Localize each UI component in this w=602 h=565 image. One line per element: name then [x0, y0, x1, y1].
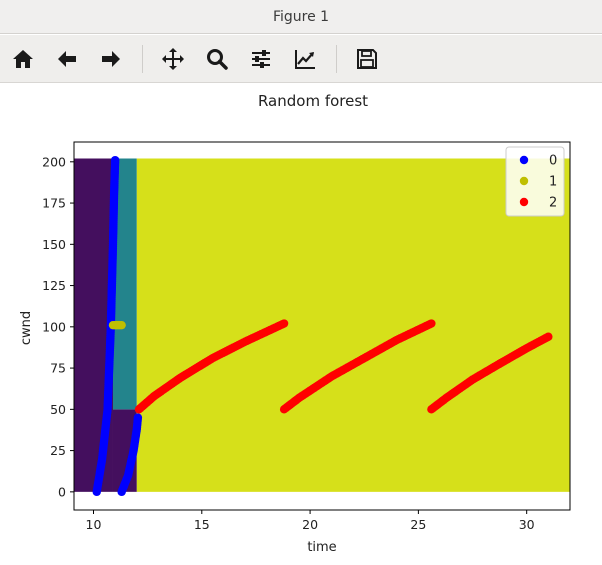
- window-title: Figure 1: [272, 8, 330, 25]
- arrow-left-icon: [58, 51, 76, 67]
- zoom-button[interactable]: [200, 43, 234, 75]
- pan-button[interactable]: [156, 43, 190, 75]
- edit-axis-button[interactable]: [288, 43, 322, 75]
- x-tick-label: 15: [194, 517, 210, 532]
- x-tick-label: 25: [410, 517, 426, 532]
- configure-subplots-button[interactable]: [244, 43, 278, 75]
- arrow-right-icon: [102, 51, 120, 67]
- legend-marker-0: [519, 155, 529, 165]
- decision-regions: [74, 158, 570, 492]
- line-chart-icon: [295, 50, 315, 69]
- x-tick-label: 10: [86, 517, 102, 532]
- legend-box: [505, 146, 565, 217]
- data-point-class-0: [110, 155, 120, 165]
- decision-region-1: [112, 158, 137, 410]
- scatter-points: [92, 155, 553, 497]
- y-axis: 0 25 50 75 100 125 150 175 200: [42, 154, 74, 499]
- legend-label-2: 2: [549, 196, 557, 211]
- y-tick-label: 50: [50, 402, 66, 417]
- axes-frame: [73, 141, 571, 511]
- data-point-class-2: [544, 332, 553, 341]
- data-point-class-2: [279, 319, 289, 328]
- x-axis: 10 15 20 25 30: [86, 510, 535, 532]
- y-tick-label: 150: [42, 237, 66, 252]
- home-button[interactable]: [6, 43, 40, 75]
- save-button[interactable]: [350, 43, 384, 75]
- y-axis-label: cwnd: [19, 311, 34, 345]
- search-icon: [207, 49, 228, 70]
- y-tick-label: 0: [58, 484, 66, 499]
- floppy-disk-icon: [357, 49, 377, 69]
- forward-button[interactable]: [94, 43, 128, 75]
- sliders-icon: [252, 50, 270, 68]
- legend: 0 1 2: [505, 146, 565, 217]
- y-tick-label: 200: [42, 154, 66, 169]
- x-axis-label: time: [307, 540, 336, 555]
- move-icon: [162, 48, 184, 70]
- legend-label-0: 0: [549, 154, 557, 169]
- random-forest-chart: Random forest 10 15 20 25 30 025507510012515…: [19, 92, 571, 555]
- data-point-class-2: [427, 319, 436, 328]
- toolbar: [0, 35, 602, 83]
- y-tick-label: 125: [42, 278, 66, 293]
- back-button[interactable]: [50, 43, 84, 75]
- window-titlebar: Figure 1: [0, 0, 602, 34]
- chart-title: Random forest: [258, 92, 368, 110]
- legend-label-1: 1: [549, 175, 557, 190]
- data-point-class-0: [133, 413, 143, 422]
- y-tick-label: 25: [50, 443, 66, 458]
- decision-region-2: [136, 158, 570, 492]
- legend-marker-2: [519, 197, 529, 207]
- toolbar-separator: [336, 45, 337, 73]
- y-tick-label: 100: [42, 319, 66, 334]
- y-tick-label: 175: [42, 196, 66, 211]
- y-tick-label: 75: [50, 361, 66, 376]
- figure-canvas[interactable]: Random forest 10 15 20 25 30 0 25 50 75 100 125 15…: [0, 84, 602, 565]
- x-tick-label: 20: [302, 517, 318, 532]
- legend-marker-1: [519, 176, 529, 186]
- toolbar-separator: [142, 45, 143, 73]
- x-tick-label: 30: [519, 517, 535, 532]
- home-icon: [13, 50, 33, 68]
- data-point-class-1: [117, 320, 126, 330]
